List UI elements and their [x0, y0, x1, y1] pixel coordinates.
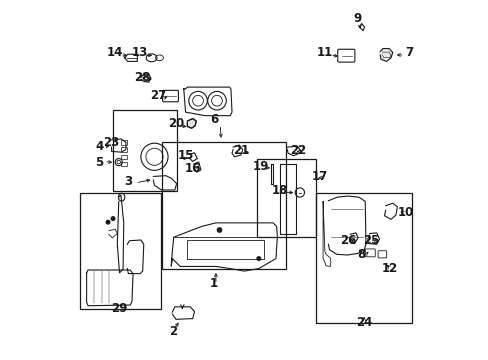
Text: 10: 10: [397, 206, 413, 219]
Text: 14: 14: [106, 46, 122, 59]
Circle shape: [257, 257, 260, 260]
Text: 29: 29: [111, 302, 127, 315]
Text: 28: 28: [134, 71, 151, 84]
Text: 13: 13: [131, 46, 147, 59]
Circle shape: [217, 228, 221, 232]
Text: 21: 21: [232, 144, 248, 157]
Bar: [121, 140, 127, 145]
Text: 7: 7: [404, 46, 412, 59]
Text: 18: 18: [271, 184, 288, 197]
Text: 22: 22: [289, 144, 305, 157]
Text: 20: 20: [168, 117, 184, 130]
Text: 11: 11: [316, 46, 333, 59]
Text: 9: 9: [352, 12, 361, 25]
Text: 17: 17: [311, 170, 327, 183]
Bar: [113, 111, 176, 191]
Text: 3: 3: [124, 175, 132, 188]
Text: 12: 12: [381, 262, 397, 275]
Text: 23: 23: [102, 136, 119, 149]
Text: 24: 24: [355, 316, 371, 329]
Circle shape: [111, 217, 115, 220]
Text: 8: 8: [356, 248, 365, 261]
Text: 1: 1: [210, 277, 218, 290]
Bar: [121, 148, 127, 152]
Bar: [315, 193, 411, 323]
Text: 26: 26: [339, 234, 356, 247]
Text: 15: 15: [177, 149, 193, 162]
Bar: [257, 158, 315, 237]
Bar: [162, 143, 285, 269]
Circle shape: [106, 220, 110, 224]
Text: 16: 16: [184, 162, 201, 175]
Text: 19: 19: [253, 160, 269, 173]
Polygon shape: [141, 74, 151, 82]
Text: 5: 5: [95, 156, 103, 168]
Bar: [80, 193, 160, 309]
Polygon shape: [187, 118, 196, 128]
Polygon shape: [380, 49, 392, 62]
Text: 27: 27: [150, 89, 166, 102]
Text: 2: 2: [169, 325, 177, 338]
Bar: [121, 155, 127, 159]
Bar: [121, 162, 127, 166]
Text: 6: 6: [209, 113, 218, 126]
Text: 4: 4: [95, 140, 103, 153]
Text: 25: 25: [363, 234, 379, 247]
